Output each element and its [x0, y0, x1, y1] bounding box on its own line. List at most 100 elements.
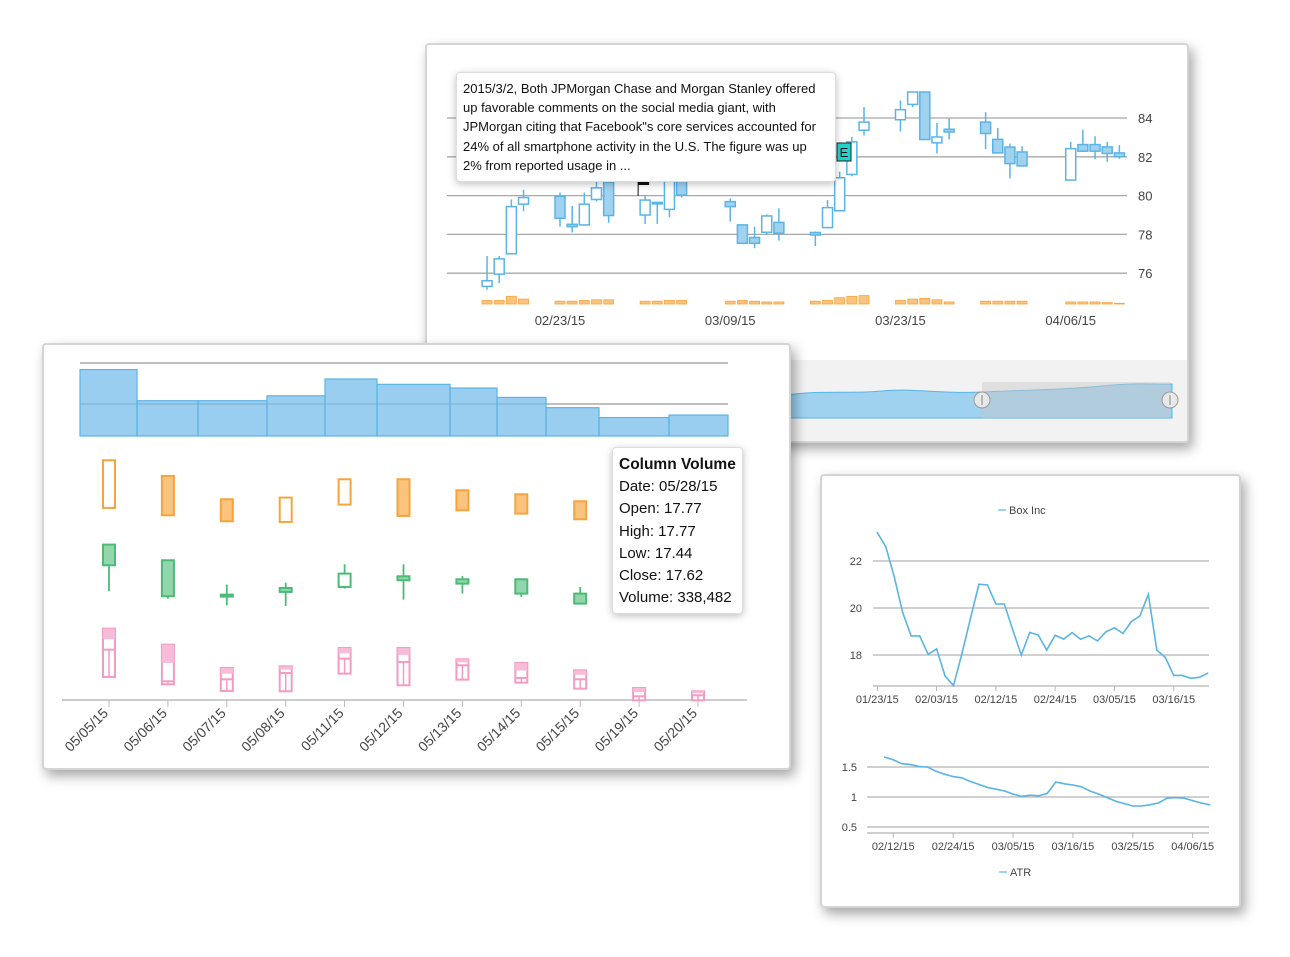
data-point [1003, 603, 1006, 605]
data-point [1189, 677, 1192, 680]
candle-body [1089, 143, 1101, 152]
candle-body [748, 236, 761, 245]
orange-ohlc-body [514, 493, 529, 515]
candle-body [481, 280, 493, 288]
y-tick-label: 22 [850, 556, 862, 568]
data-point [1063, 783, 1066, 785]
tooltip-high: High: 17.77 [619, 522, 696, 540]
orange-ohlc-body [455, 489, 470, 512]
data-point [1174, 796, 1177, 799]
x-tick-label: 05/12/15 [356, 705, 406, 755]
tooltip-open: Open: 17.77 [619, 500, 702, 518]
data-point [1200, 802, 1203, 804]
candle-body [1077, 143, 1089, 152]
volume-bar [481, 300, 493, 305]
x-tick-label: 04/06/15 [1171, 841, 1214, 853]
x-tick-label: 05/05/15 [61, 705, 111, 755]
orange-ohlc-body [337, 478, 352, 506]
data-point [1012, 629, 1014, 631]
data-point [1097, 793, 1100, 795]
data-point [883, 756, 886, 758]
x-tick-label: 03/09/15 [705, 313, 756, 328]
pink-box-fill [692, 691, 704, 694]
y-tick-label: 78 [1138, 227, 1152, 242]
data-point [901, 762, 903, 765]
data-point [1037, 634, 1040, 636]
data-point [952, 775, 954, 778]
volume-bar [761, 301, 773, 305]
volume-bar [737, 300, 748, 305]
candle-body [1101, 146, 1113, 155]
data-point [935, 770, 937, 772]
orange-ohlc-body [102, 459, 116, 509]
tooltip-low: Low: 17.44 [619, 544, 693, 562]
candle-body [590, 187, 603, 201]
orange-ohlc-body [160, 474, 175, 517]
volume-bar [992, 300, 1004, 305]
x-tick-label: 02/12/15 [872, 841, 915, 853]
volume-column [197, 400, 268, 437]
x-tick-label: 05/14/15 [474, 705, 524, 755]
candle-body [554, 195, 566, 220]
candle-body [943, 128, 955, 133]
event-marker[interactable] [836, 142, 852, 162]
pink-box-fill [338, 647, 351, 654]
volume-bar [1004, 300, 1016, 305]
candle-body [858, 121, 870, 131]
volume-bar [809, 300, 821, 305]
green-candle-body [396, 575, 411, 582]
data-point [986, 584, 989, 586]
volume-bar [834, 297, 846, 305]
volume-bar [943, 301, 955, 305]
data-point [1029, 794, 1031, 796]
green-candle-body [514, 578, 529, 595]
volume-bar [1089, 301, 1101, 305]
volume-bar [493, 300, 505, 305]
candle-body [578, 203, 591, 226]
y-tick-label: 1 [851, 792, 857, 804]
y-tick-label: 82 [1138, 150, 1152, 165]
data-point [969, 780, 972, 783]
data-point [960, 777, 963, 779]
line-indicator-panel: 18 20 22 01/23/15 02/03/15 02/12/15 02/24/15 03… [820, 474, 1241, 908]
data-point [961, 652, 963, 655]
pink-box-fill [456, 659, 469, 663]
data-point [1012, 793, 1014, 795]
x-tick-label: 03/25/15 [1111, 841, 1154, 853]
y-tick-label: 76 [1138, 266, 1152, 281]
news-tooltip: 2015/3/2, Both JPMorgan Chase and Morgan… [456, 72, 836, 183]
data-point [1122, 632, 1124, 635]
data-point [927, 653, 929, 656]
x-tick-label: 02/24/15 [932, 841, 975, 853]
volume-bar [919, 297, 931, 305]
volume-bar [846, 295, 858, 305]
candle-body [566, 223, 578, 228]
volume-bar [505, 295, 517, 305]
data-point [995, 603, 997, 605]
data-point [1149, 804, 1151, 806]
volume-bar [591, 299, 602, 305]
green-candle-body [160, 559, 175, 598]
x-tick-label: 02/12/15 [974, 694, 1017, 706]
x-tick-label: 05/15/15 [532, 705, 582, 755]
data-point [918, 765, 920, 768]
data-point [1080, 786, 1083, 788]
data-point [1088, 635, 1090, 637]
x-tick-label: 05/08/15 [238, 705, 288, 755]
volume-bar [931, 299, 943, 305]
volume-column [79, 368, 138, 437]
volume-bar [651, 300, 663, 305]
pink-box-fill [161, 644, 174, 663]
navigator-selected-range[interactable] [982, 382, 1170, 418]
data-point [969, 617, 972, 620]
x-tick-label: 05/06/15 [120, 705, 170, 755]
data-point [978, 583, 980, 586]
tooltip-close: Close: 17.62 [619, 567, 704, 585]
data-point [1079, 638, 1082, 641]
volume-bar [773, 301, 785, 305]
volume-bar [822, 300, 833, 305]
data-point [1208, 804, 1211, 806]
volume-column [136, 400, 199, 437]
data-point [918, 635, 921, 637]
volume-bar [724, 300, 736, 305]
